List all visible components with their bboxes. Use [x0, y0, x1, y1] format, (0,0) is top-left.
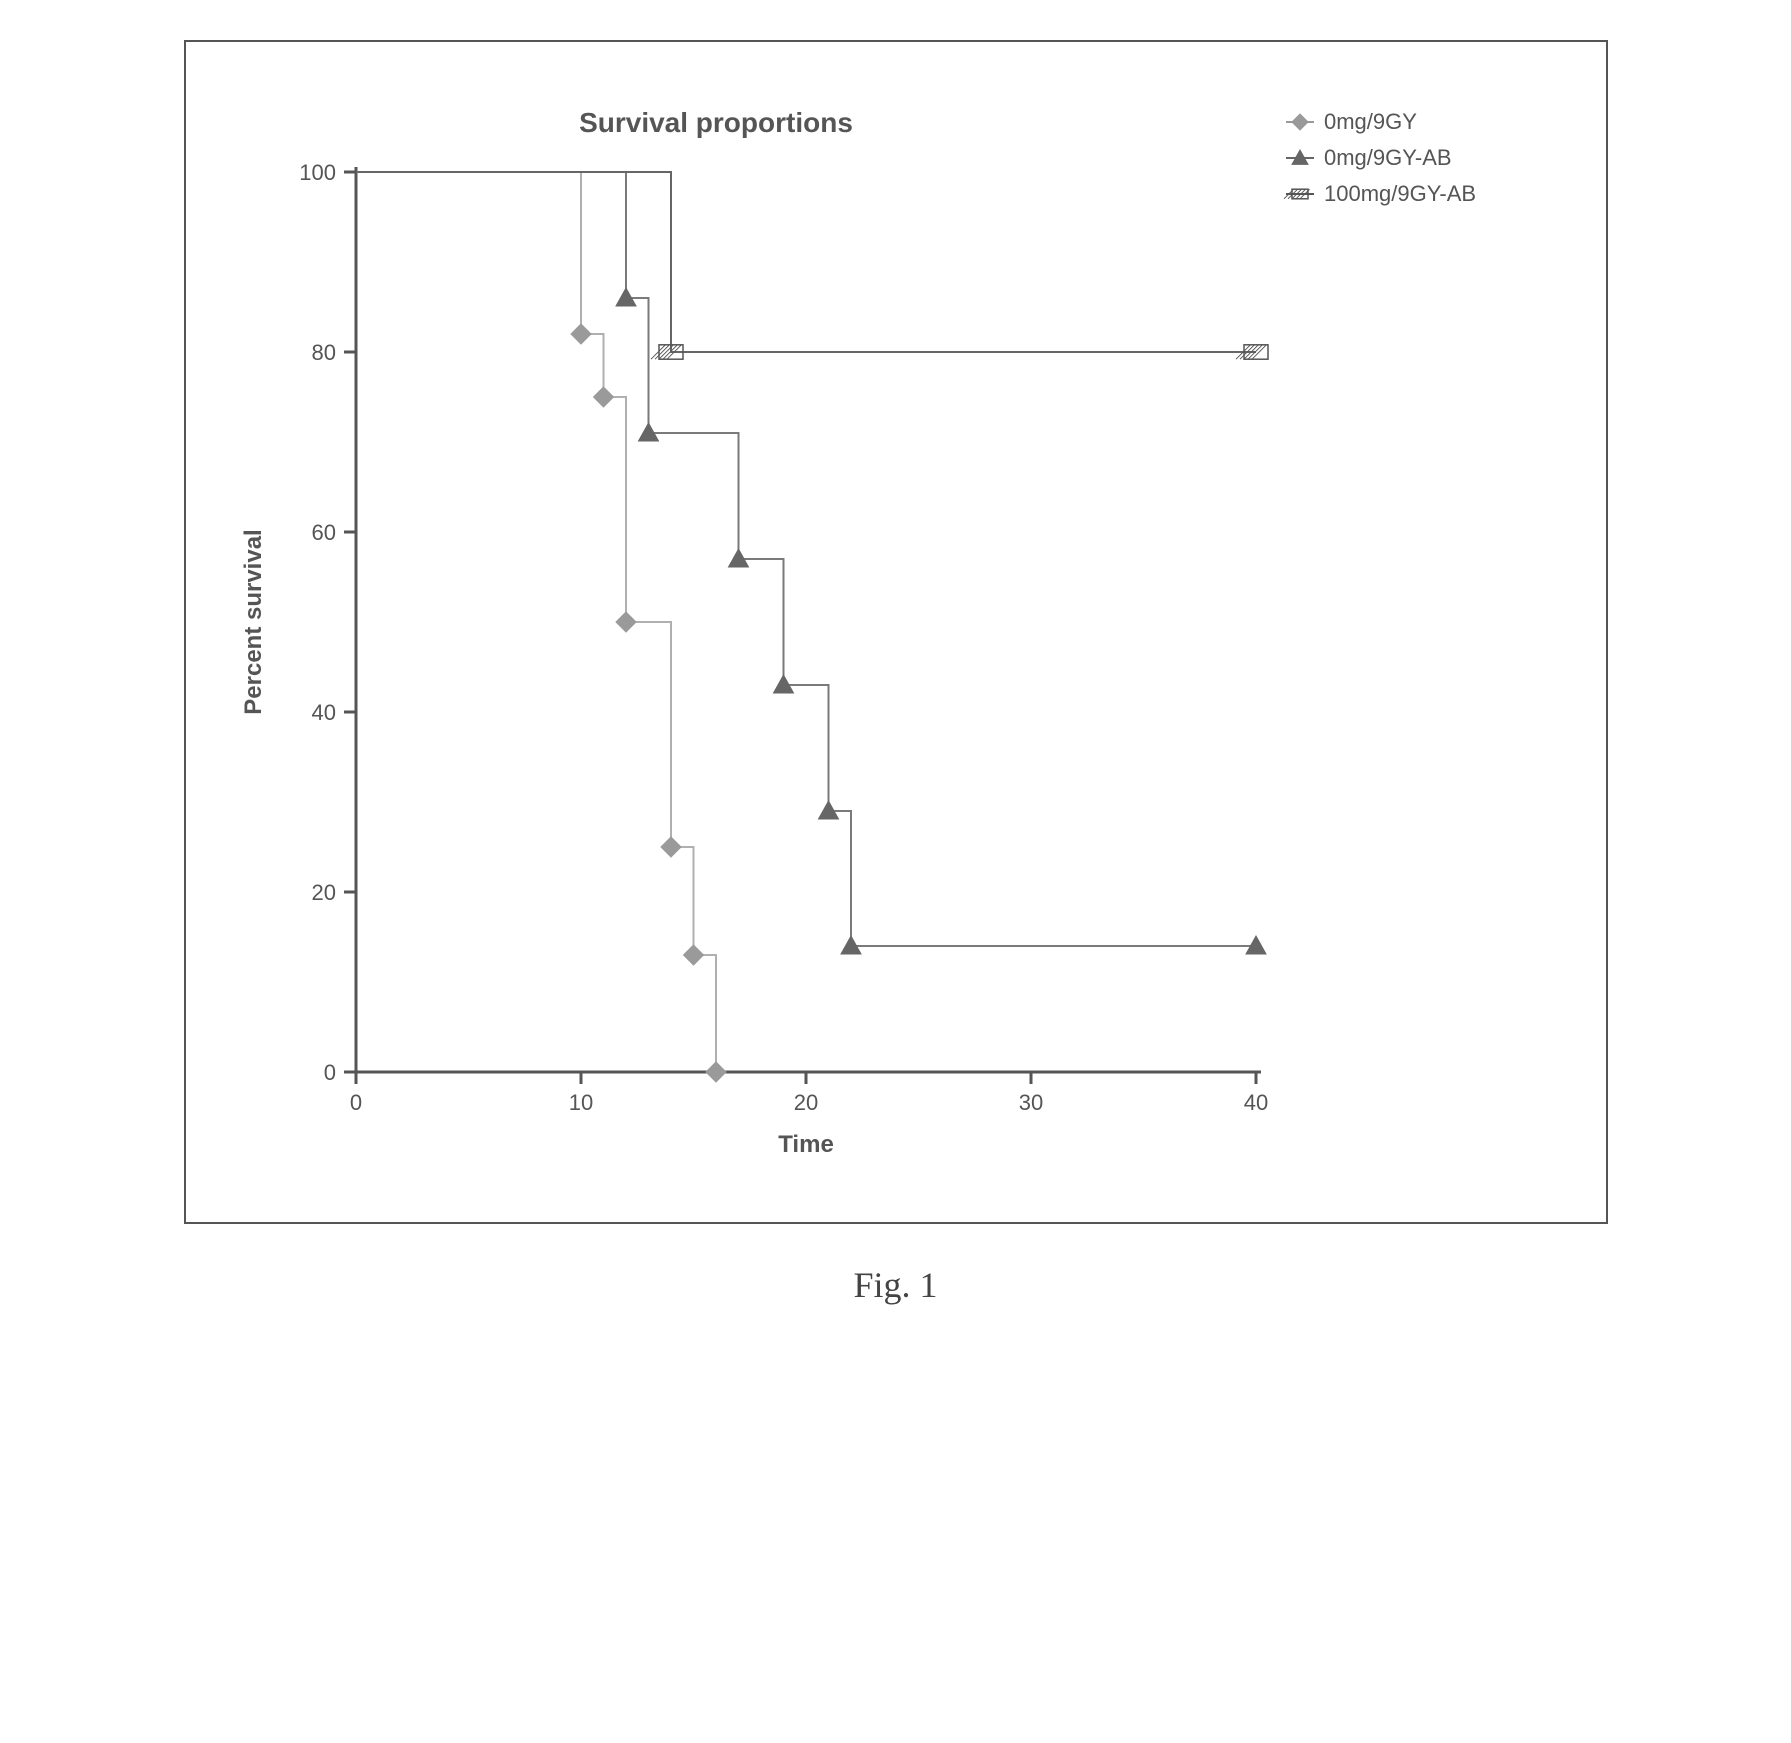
svg-text:Percent survival: Percent survival	[240, 529, 267, 714]
svg-text:20: 20	[311, 880, 335, 905]
survival-chart: Survival proportions 0 20 40 60 80 100 0 10 20 30 4…	[216, 72, 1576, 1192]
svg-text:80: 80	[311, 340, 335, 365]
svg-text:100: 100	[299, 160, 336, 185]
svg-text:0: 0	[349, 1090, 361, 1115]
svg-text:40: 40	[311, 700, 335, 725]
svg-text:30: 30	[1018, 1090, 1042, 1115]
svg-text:0mg/9GY-AB: 0mg/9GY-AB	[1324, 145, 1452, 170]
svg-text:0: 0	[323, 1060, 335, 1085]
svg-text:40: 40	[1243, 1090, 1267, 1115]
figure-caption: Fig. 1	[853, 1264, 937, 1306]
svg-text:20: 20	[793, 1090, 817, 1115]
svg-text:Time: Time	[778, 1131, 834, 1158]
svg-text:Survival proportions: Survival proportions	[579, 107, 853, 138]
svg-text:60: 60	[311, 520, 335, 545]
svg-text:100mg/9GY-AB: 100mg/9GY-AB	[1324, 181, 1476, 206]
svg-text:0mg/9GY: 0mg/9GY	[1324, 109, 1417, 134]
figure-border: Survival proportions 0 20 40 60 80 100 0 10 20 30 4…	[184, 40, 1608, 1224]
svg-text:10: 10	[568, 1090, 592, 1115]
chart-container: Survival proportions 0 20 40 60 80 100 0 10 20 30 4…	[216, 72, 1576, 1192]
